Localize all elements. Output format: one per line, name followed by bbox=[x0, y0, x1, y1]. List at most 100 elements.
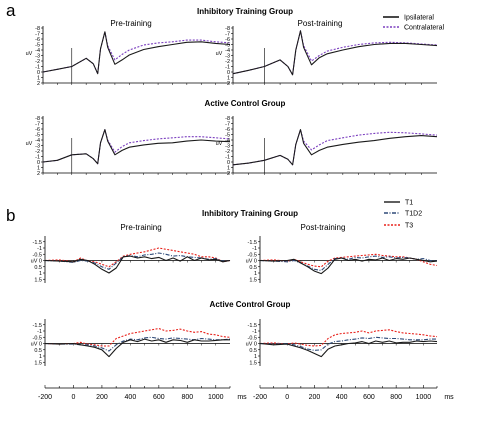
series-ipsilateral-line bbox=[232, 30, 438, 76]
y-tick-label: uV 0 bbox=[31, 259, 42, 265]
chart-5: -1.5-1-0.5uV 00.511.5 bbox=[246, 236, 438, 283]
time-tick-label: 600 bbox=[153, 394, 165, 401]
y-tick-label: -4 bbox=[225, 138, 230, 144]
time-tick-label: 200 bbox=[96, 394, 108, 401]
y-tick-label: 2 bbox=[37, 171, 40, 177]
time-unit-label: ms bbox=[237, 394, 247, 401]
series-contralateral-line bbox=[232, 30, 438, 76]
y-unit-label: uV bbox=[216, 141, 223, 147]
panel-a-cond-title-pre: Pre-training bbox=[110, 19, 151, 28]
y-tick-label: 1 bbox=[254, 271, 257, 277]
series-ipsilateral-line bbox=[42, 129, 231, 165]
panel-b-legend: T1 T1D2 T3 bbox=[384, 200, 422, 230]
series-t3-line bbox=[44, 247, 231, 268]
y-tick-label: 1.5 bbox=[34, 360, 42, 366]
series-ipsilateral-line bbox=[232, 129, 438, 166]
y-tick-label: 1 bbox=[37, 76, 40, 82]
series-t1-line bbox=[259, 340, 438, 358]
y-tick-label: -1.5 bbox=[248, 240, 257, 246]
y-tick-label: -8 bbox=[35, 116, 40, 122]
time-tick-label: 200 bbox=[309, 394, 321, 401]
time-tick-label: 0 bbox=[285, 394, 289, 401]
y-tick-label: -4 bbox=[35, 48, 40, 54]
time-unit-label: ms bbox=[444, 394, 454, 401]
y-unit-label: uV bbox=[216, 51, 223, 57]
y-tick-label: -7 bbox=[225, 32, 230, 38]
y-tick-label: -2 bbox=[225, 149, 230, 155]
panel-b-group-title-1: Inhibitory Training Group bbox=[202, 209, 298, 218]
y-tick-label: -5 bbox=[35, 133, 40, 139]
legend-label-contralateral: Contralateral bbox=[404, 25, 445, 32]
y-tick-label: -1 bbox=[252, 329, 257, 335]
y-tick-label: -0.5 bbox=[248, 252, 257, 258]
series-t1d2-line bbox=[44, 336, 231, 352]
panel-b-group-title-2: Active Control Group bbox=[210, 300, 291, 309]
y-tick-label: -0.5 bbox=[33, 335, 42, 341]
panel-b-cond-title-post: Post-training bbox=[301, 223, 346, 232]
series-t1-line bbox=[259, 257, 438, 275]
y-tick-label: 2 bbox=[227, 81, 230, 87]
y-tick-label: 0.5 bbox=[249, 265, 257, 271]
y-tick-label: 1 bbox=[227, 166, 230, 172]
y-tick-label: 1.5 bbox=[249, 277, 257, 283]
chart-4: -1.5-1-0.5uV 00.511.5 bbox=[31, 236, 231, 283]
panel-b-letter: b bbox=[6, 206, 15, 225]
time-tick-label: 0 bbox=[72, 394, 76, 401]
series-t3-line bbox=[259, 329, 438, 347]
y-tick-label: 1 bbox=[39, 354, 42, 360]
y-tick-label: 0 bbox=[227, 160, 230, 166]
y-tick-label: 1 bbox=[39, 271, 42, 277]
y-tick-label: uV 0 bbox=[246, 259, 257, 265]
series-t1-line bbox=[44, 338, 230, 358]
legend-label-t1: T1 bbox=[405, 200, 413, 207]
chart-6: -1.5-1-0.5uV 00.511.5 bbox=[31, 319, 231, 366]
time-tick-label: 400 bbox=[336, 394, 348, 401]
y-tick-label: 0.5 bbox=[34, 265, 42, 271]
legend-label-t1d2: T1D2 bbox=[405, 211, 422, 218]
y-tick-label: 0 bbox=[37, 160, 40, 166]
series-contralateral-line bbox=[232, 129, 438, 166]
time-tick-label: 1000 bbox=[416, 394, 432, 401]
y-tick-label: -1 bbox=[37, 246, 42, 252]
time-tick-label: -200 bbox=[38, 394, 52, 401]
series-t1-line bbox=[44, 255, 231, 274]
y-tick-label: -1 bbox=[252, 246, 257, 252]
y-tick-label: -1.5 bbox=[33, 240, 42, 246]
y-tick-label: 0.5 bbox=[249, 348, 257, 354]
y-tick-label: -8 bbox=[225, 116, 230, 122]
y-tick-label: 2 bbox=[227, 171, 230, 177]
legend-label-t3: T3 bbox=[405, 223, 413, 230]
y-tick-label: -3 bbox=[35, 54, 40, 60]
y-tick-label: -1 bbox=[35, 65, 40, 71]
y-tick-label: -3 bbox=[225, 144, 230, 150]
panel-a-group-title-2: Active Control Group bbox=[205, 99, 286, 108]
y-tick-label: 1 bbox=[37, 166, 40, 172]
y-tick-label: -5 bbox=[225, 133, 230, 139]
y-tick-label: -2 bbox=[35, 149, 40, 155]
panel-a-cond-title-post: Post-training bbox=[298, 19, 343, 28]
y-tick-label: -7 bbox=[35, 122, 40, 128]
y-tick-label: -1.5 bbox=[33, 323, 42, 329]
y-tick-label: -0.5 bbox=[248, 335, 257, 341]
time-tick-label: -200 bbox=[253, 394, 267, 401]
y-tick-label: -8 bbox=[35, 26, 40, 32]
series-t1d2-line bbox=[259, 336, 437, 351]
time-tick-label: 800 bbox=[390, 394, 402, 401]
y-tick-label: -5 bbox=[225, 43, 230, 49]
series-ipsilateral-line bbox=[42, 31, 231, 75]
chart-7: -1.5-1-0.5uV 00.511.5 bbox=[246, 319, 438, 366]
time-tick-label: 400 bbox=[125, 394, 137, 401]
y-tick-label: 0.5 bbox=[34, 348, 42, 354]
y-tick-label: -1 bbox=[37, 329, 42, 335]
y-tick-label: -6 bbox=[225, 37, 230, 43]
panel-a-legend: Ipsilateral Contralateral bbox=[383, 15, 445, 32]
panel-a-group-title-1: Inhibitory Training Group bbox=[197, 7, 293, 16]
y-tick-label: -5 bbox=[35, 43, 40, 49]
y-tick-label: -7 bbox=[225, 122, 230, 128]
y-tick-label: -6 bbox=[35, 37, 40, 43]
panel-a-letter: a bbox=[6, 1, 16, 20]
y-tick-label: -1 bbox=[35, 155, 40, 161]
